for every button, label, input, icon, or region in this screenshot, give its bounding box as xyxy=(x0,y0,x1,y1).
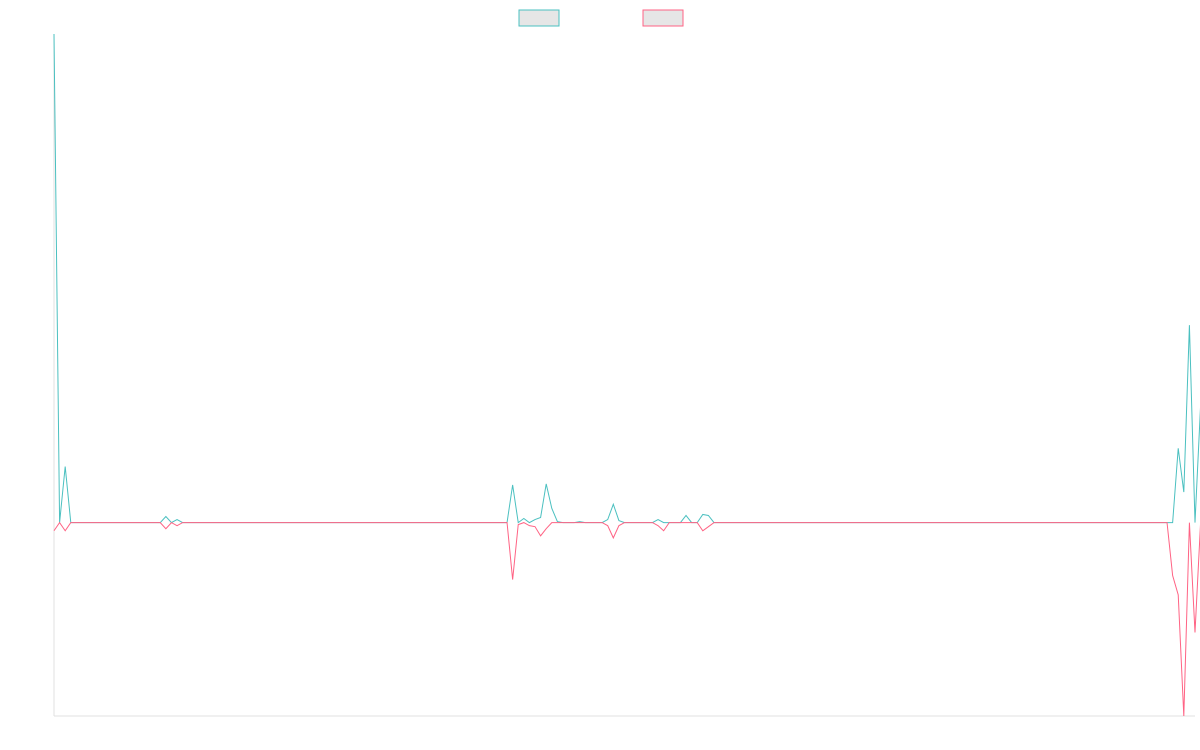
series-line-1 xyxy=(53,33,1200,524)
series-group xyxy=(53,33,1200,717)
series-line-2 xyxy=(53,521,1200,717)
legend-swatch-1[interactable] xyxy=(518,9,560,27)
legend-swatch-2[interactable] xyxy=(642,9,684,27)
legend xyxy=(518,9,684,27)
